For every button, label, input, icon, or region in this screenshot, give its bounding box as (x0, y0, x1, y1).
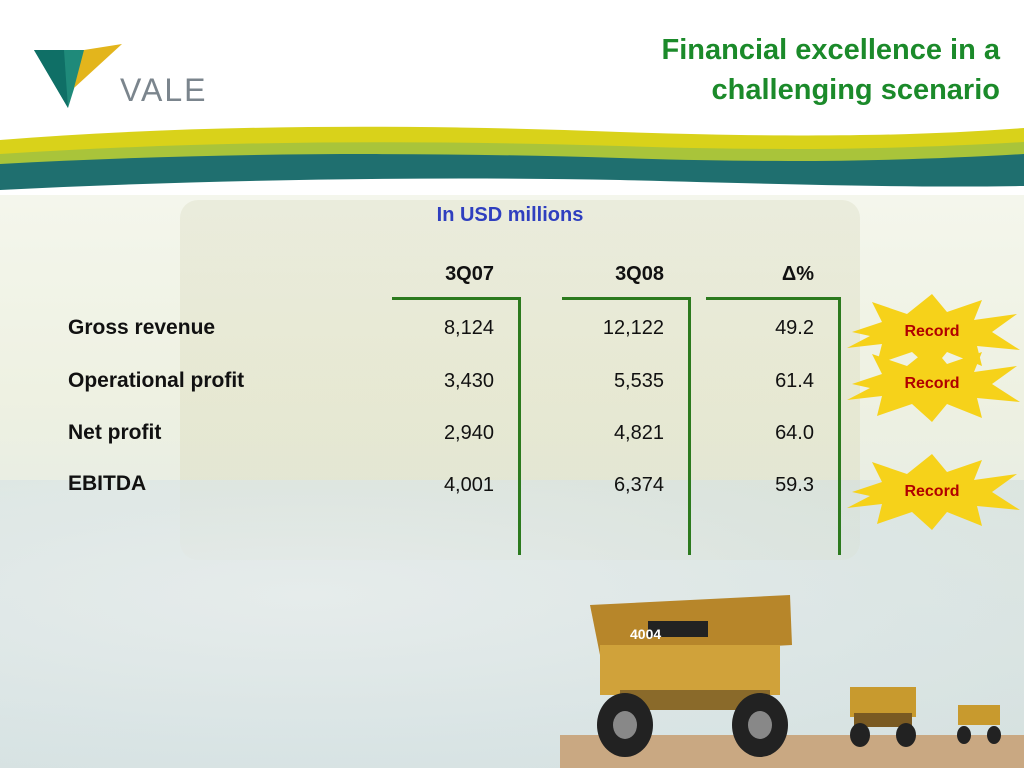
column-bracket-delta (706, 297, 841, 555)
truck-number-label: 4004 (630, 626, 661, 642)
column-header-3q07: 3Q07 (445, 263, 494, 285)
record-badge-label: Record (904, 483, 960, 500)
title-line-1: Financial excellence in a (661, 34, 1001, 66)
mining-truck-icon: 4004 (590, 595, 792, 757)
column-bracket-3q07 (392, 297, 521, 555)
value-3q08: 6,374 (613, 474, 664, 496)
value-3q07: 3,430 (443, 370, 494, 392)
record-badge: Record (842, 452, 1022, 532)
record-badge: Record (842, 292, 1022, 372)
column-header-3q08: 3Q08 (615, 263, 664, 285)
background-dust (0, 480, 1024, 768)
row-label: Net profit (68, 421, 162, 444)
value-3q08: 12,122 (602, 317, 664, 339)
value-3q08: 5,535 (613, 370, 664, 392)
value-delta: 64.0 (775, 422, 814, 444)
value-delta: 59.3 (775, 474, 814, 496)
column-bracket-3q08 (562, 297, 691, 555)
value-3q07: 8,124 (443, 317, 494, 339)
title-line-2: challenging scenario (711, 74, 1000, 106)
vale-logo-icon (34, 44, 122, 108)
vale-logo-text: VALE (120, 72, 208, 108)
starburst-icon (847, 346, 1020, 422)
starburst-icon (847, 294, 1020, 370)
row-label: Operational profit (68, 369, 245, 392)
mining-trucks-photo: 4004 (560, 595, 1024, 768)
value-3q07: 2,940 (443, 422, 494, 444)
record-badge-label: Record (904, 375, 960, 392)
value-3q08: 4,821 (613, 422, 664, 444)
value-3q07: 4,001 (443, 474, 494, 496)
row-label: Gross revenue (68, 316, 216, 339)
record-badge: Record (842, 344, 1022, 424)
value-delta: 49.2 (775, 317, 814, 339)
column-header-delta: Δ% (781, 263, 814, 285)
record-badge-label: Record (904, 323, 960, 340)
row-label: EBITDA (68, 472, 147, 495)
header-swoosh (0, 126, 1024, 190)
units-subtitle: In USD millions (436, 204, 584, 226)
value-delta: 61.4 (775, 370, 814, 392)
page-title: Financial excellence in a challenging sc… (440, 30, 1001, 110)
starburst-icon (847, 454, 1020, 530)
